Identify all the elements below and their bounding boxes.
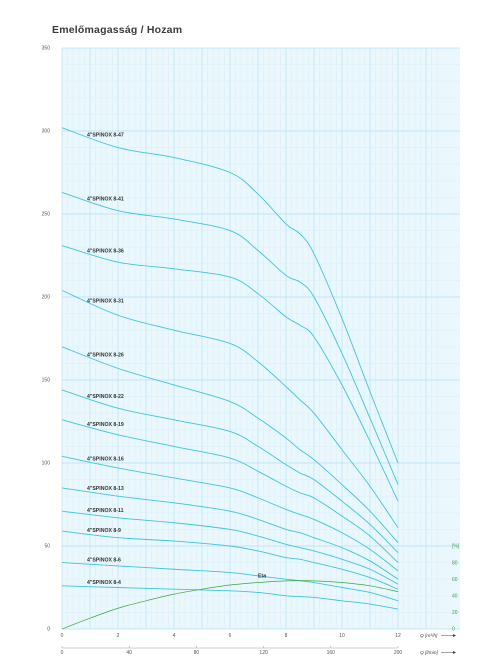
x1-tick-label: 0 [61,633,64,639]
y-tick-label: 150 [42,378,51,384]
x1-tick-label: 10 [339,633,345,639]
y-tick-label: 50 [44,544,50,550]
eta-curve [61,580,399,630]
curve-label: 4"SPINOX 8-16 [87,456,124,462]
x2-tick-label: 40 [126,650,132,656]
x2-tick-label: 200 [394,650,403,656]
curve-label: 4"SPINOX 8-4 [87,580,121,586]
eta-tick-label: 40 [452,594,458,600]
curve-label: 4"SPINOX 8-13 [87,486,124,492]
y-tick-label: 200 [42,295,51,301]
head-curve [61,562,399,602]
eta-tick-label: 60 [452,577,458,583]
curve-label: 4"SPINOX 8-19 [87,422,124,428]
y-tick-label: 0 [47,627,50,633]
curve-label: 4"SPINOX 8-6 [87,558,121,564]
curve-label: 4"SPINOX 8-26 [87,353,124,359]
head-curve [61,419,399,563]
head-curve [61,530,399,590]
x2-tick-label: 160 [327,650,336,656]
eta-tick-label: 0 [452,627,455,633]
curves [61,127,399,630]
x1-axis-arrowhead [453,634,456,637]
curve-label: 4"SPINOX 8-22 [87,394,124,400]
y-tick-label: 300 [42,129,51,135]
x1-axis-unit: Q [m³/h] [420,633,438,639]
x1-tick-label: 12 [395,633,401,639]
x1-tick-label: 6 [229,633,232,639]
eta-axis-unit: [%] [452,544,460,550]
x2-tick-label: 120 [259,650,268,656]
x2-tick-label: 80 [194,650,200,656]
curve-label: 4"SPINOX 8-11 [87,508,124,514]
curve-label: 4"SPINOX 8-36 [87,249,124,255]
head-curve [61,585,399,610]
x2-tick-label: 0 [61,650,64,656]
plot-background [62,48,460,629]
head-curve [61,127,399,464]
curve-labels: 4"SPINOX 8-47 4"SPINOX 8-41 4"SPINOX 8-36 4… [87,133,266,586]
y-tick-label: 100 [42,461,51,467]
y-tick-label: 350 [42,46,51,52]
eta-curve-label: Eta [258,574,266,580]
head-curve [61,510,399,585]
curve-label: 4"SPINOX 8-41 [87,196,124,202]
eta-tick-label: 20 [452,610,458,616]
x1-tick-label: 8 [285,633,288,639]
y-tick-label: 250 [42,212,51,218]
head-curve [61,245,399,502]
chart-title: Emelőmagasság / Hozam [52,24,183,36]
x2-axis-arrowhead [453,651,456,654]
grid [61,47,460,630]
curve-label: 4"SPINOX 8-9 [87,528,121,534]
head-curve [61,191,399,485]
head-curve [61,289,399,528]
head-curve [61,455,399,572]
head-curve [61,346,399,543]
x1-tick-label: 2 [117,633,120,639]
x1-tick-label: 4 [173,633,176,639]
curve-label: 4"SPINOX 8-47 [87,133,124,139]
head-curve [61,487,399,580]
curve-label: 4"SPINOX 8-31 [87,298,124,304]
eta-tick-label: 80 [452,560,458,566]
x2-axis-unit: Q [l/min] [420,650,439,656]
head-curve [61,389,399,553]
